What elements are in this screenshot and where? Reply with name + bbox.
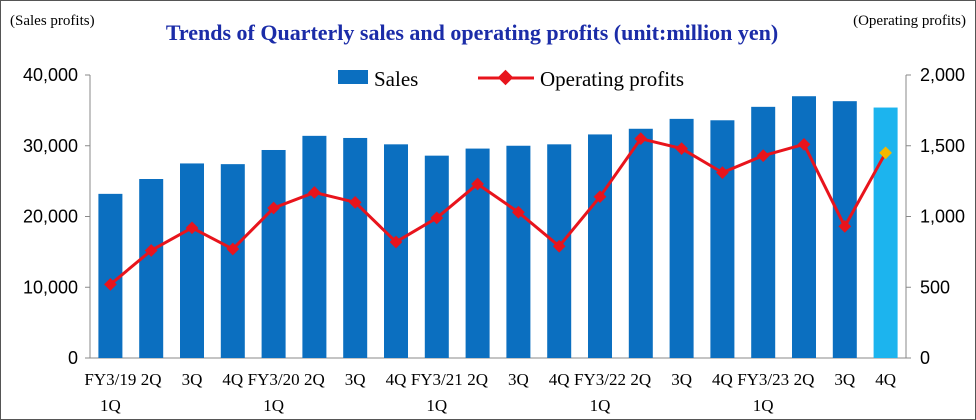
left-axis-label: (Sales profits)	[10, 13, 95, 29]
sales-bar	[261, 149, 286, 358]
x-tick-sublabel: 1Q	[753, 396, 774, 415]
sales-bar	[302, 135, 327, 358]
x-tick-sublabel: 1Q	[426, 396, 447, 415]
sales-bar	[588, 134, 612, 358]
legend-sales-label: Sales	[374, 67, 418, 91]
x-tick-sublabel: 1Q	[100, 396, 121, 415]
right-y-tick-label: 1,500	[920, 136, 965, 156]
left-y-tick-label: 10,000	[23, 277, 78, 297]
legend-sales-swatch	[338, 70, 368, 84]
x-tick-label: 2Q	[467, 370, 488, 389]
x-tick-label: 4Q	[222, 370, 243, 389]
right-axis-label: (Operating profits)	[853, 13, 966, 29]
x-tick-label: 3Q	[345, 370, 366, 389]
sales-bar	[751, 106, 776, 359]
left-y-tick-label: 30,000	[23, 136, 78, 156]
profit-marker	[185, 221, 199, 235]
profit-marker	[308, 186, 321, 199]
legend-profit-label: Operating profits	[540, 67, 684, 91]
x-tick-label: FY3/23	[737, 370, 789, 389]
profit-marker	[104, 278, 117, 291]
x-tick-label: FY3/19	[84, 370, 136, 389]
profit-marker	[144, 244, 158, 257]
sales-bar	[669, 118, 694, 359]
sales-bar	[424, 155, 449, 358]
sales-bar	[792, 96, 816, 358]
x-tick-label: 3Q	[671, 370, 692, 389]
right-y-tick-label: 500	[920, 277, 950, 297]
sales-bars	[98, 96, 898, 359]
chart-title: Trends of Quarterly sales and operating …	[166, 20, 778, 45]
legend-profit-marker	[497, 69, 514, 86]
sales-bar	[220, 164, 245, 358]
sales-bar	[180, 163, 204, 358]
x-tick-label: 2Q	[304, 370, 325, 389]
profit-marker	[471, 177, 484, 191]
x-tick-label: FY3/20	[248, 370, 300, 389]
legend: Sales Operating profits	[338, 67, 684, 91]
sales-bar	[343, 137, 368, 358]
x-tick-label: 2Q	[141, 370, 162, 389]
x-tick-label: 2Q	[630, 370, 651, 389]
sales-bar	[873, 107, 898, 358]
left-y-tick-label: 0	[68, 348, 78, 368]
sales-bar	[384, 144, 408, 358]
right-y-tick-label: 2,000	[920, 65, 965, 85]
right-y-tick-label: 1,000	[920, 207, 965, 227]
sales-bar	[506, 145, 531, 358]
x-tick-label: 3Q	[834, 370, 855, 389]
left-y-tick-label: 20,000	[23, 207, 78, 227]
right-y-tick-label: 0	[920, 348, 930, 368]
x-tick-label: FY3/22	[574, 370, 626, 389]
left-y-tick-label: 40,000	[23, 65, 78, 85]
x-tick-label: 4Q	[712, 370, 733, 389]
profit-marker	[267, 201, 280, 215]
profit-series-line	[109, 137, 887, 286]
profit-marker	[389, 235, 403, 249]
x-tick-sublabel: 1Q	[590, 396, 611, 415]
x-tick-label: FY3/21	[411, 370, 463, 389]
profit-marker	[226, 242, 240, 256]
axes	[85, 74, 911, 359]
x-tick-label: 4Q	[386, 370, 407, 389]
x-tick-label: 3Q	[508, 370, 529, 389]
y-tick-labels: 0 0 10,000 500 20,000 1,000 30,000 1,500 40,000 2…	[23, 65, 965, 368]
profit-marker	[348, 195, 362, 209]
x-tick-label: 2Q	[794, 370, 815, 389]
profit-marker	[430, 211, 444, 225]
x-tick-label: 4Q	[875, 370, 896, 389]
sales-bar	[710, 120, 735, 358]
x-tick-label: 4Q	[549, 370, 570, 389]
sales-bar	[628, 128, 653, 358]
x-tick-sublabel: 1Q	[263, 396, 284, 415]
x-tick-label: 3Q	[182, 370, 203, 389]
sales-bar	[139, 179, 164, 358]
